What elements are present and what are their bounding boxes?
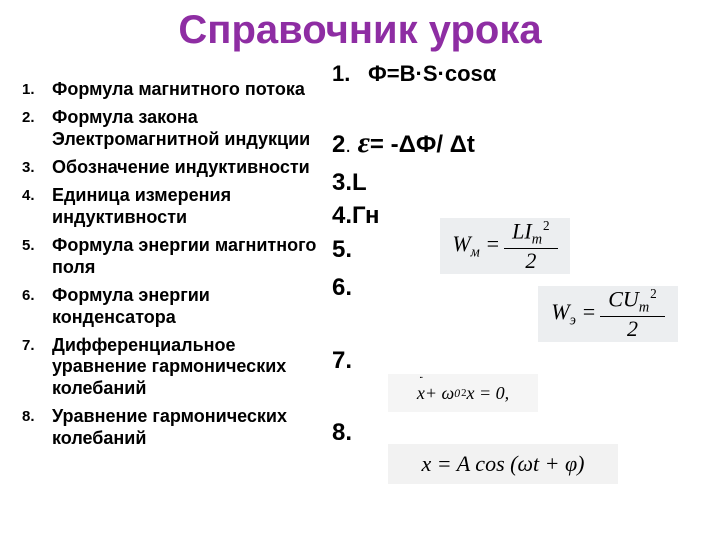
row-number: 4. bbox=[332, 202, 352, 230]
row-number: 3. bbox=[332, 169, 352, 197]
item-number: 4. bbox=[22, 185, 52, 229]
formula-text: Гн bbox=[352, 202, 380, 230]
list-item: 2.Формула закона Электромагнитной индукц… bbox=[22, 107, 332, 151]
list-item: 5.Формула энергии магнитного поля bbox=[22, 235, 332, 279]
formula-text: L bbox=[352, 169, 367, 197]
content-columns: 1.Формула магнитного потока 2.Формула за… bbox=[0, 59, 720, 456]
formula-magnetic-energy: Wм = LIm2 2 bbox=[440, 218, 570, 274]
item-number: 8. bbox=[22, 406, 52, 450]
formula-row-3: 3. L bbox=[332, 169, 702, 197]
list-item: 7.Дифференциальное уравнение гармоническ… bbox=[22, 335, 332, 401]
left-column: 1.Формула магнитного потока 2.Формула за… bbox=[22, 59, 332, 456]
formula-harmonic-solution: x = A cos (ωt + φ) bbox=[388, 444, 618, 484]
formula-text: = -ΔФ/ Δt bbox=[370, 131, 475, 159]
formula-row-8: 8. bbox=[332, 419, 702, 447]
item-text: Уравнение гармонических колебаний bbox=[52, 406, 332, 450]
item-number: 1. bbox=[22, 79, 52, 101]
row-number: 6. bbox=[332, 274, 352, 302]
row-number: 7. bbox=[332, 347, 352, 375]
formula-row-7: 7. bbox=[332, 347, 702, 375]
item-text: Формула энергии магнитного поля bbox=[52, 235, 332, 279]
item-text: Единица измерения индуктивности bbox=[52, 185, 332, 229]
item-text: Обозначение индуктивности bbox=[52, 157, 332, 179]
item-text: Формула закона Электромагнитной индукции bbox=[52, 107, 332, 151]
item-number: 6. bbox=[22, 285, 52, 329]
row-number: 5. bbox=[332, 236, 352, 264]
item-number: 5. bbox=[22, 235, 52, 279]
formula-text: Ф=В·S·cosα bbox=[368, 61, 496, 86]
row-number: 8. bbox=[332, 419, 352, 447]
list-item: 8.Уравнение гармонических колебаний bbox=[22, 406, 332, 450]
list-item: 6.Формула энергии конденсатора bbox=[22, 285, 332, 329]
formula-differential-eq: ·· x + ω02x = 0, bbox=[388, 374, 538, 412]
page-title: Справочник урока bbox=[0, 0, 720, 59]
item-number: 7. bbox=[22, 335, 52, 401]
list-item: 1.Формула магнитного потока bbox=[22, 79, 332, 101]
item-text: Формула энергии конденсатора bbox=[52, 285, 332, 329]
formula-row-2: 2. ε = -ΔФ/ Δt bbox=[332, 126, 702, 161]
row-number: 2 bbox=[332, 131, 345, 159]
item-number: 2. bbox=[22, 107, 52, 151]
row-number: 1. bbox=[332, 61, 368, 86]
item-number: 3. bbox=[22, 157, 52, 179]
formula-row-1: 1. Ф=В·S·cosα bbox=[332, 61, 702, 86]
epsilon-symbol: ε bbox=[358, 126, 370, 161]
item-text: Дифференциальное уравнение гармонических… bbox=[52, 335, 332, 401]
list-item: 4.Единица измерения индуктивности bbox=[22, 185, 332, 229]
list-item: 3.Обозначение индуктивности bbox=[22, 157, 332, 179]
dot: . bbox=[345, 135, 351, 158]
item-text: Формула магнитного потока bbox=[52, 79, 332, 101]
formula-capacitor-energy: Wэ = CUm2 2 bbox=[538, 286, 678, 342]
definition-list: 1.Формула магнитного потока 2.Формула за… bbox=[22, 79, 332, 450]
